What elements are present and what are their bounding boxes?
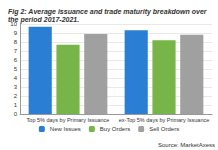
svg-text:Fig 2: Average issuance and tr: Fig 2: Average issuance and trade maturi…	[8, 8, 208, 16]
svg-text:7: 7	[14, 48, 18, 54]
svg-text:ex-Top 5% days by Primary Issu: ex-Top 5% days by Primary Issuance	[119, 117, 209, 123]
svg-text:Sell Orders: Sell Orders	[149, 126, 179, 132]
svg-text:5: 5	[14, 66, 18, 72]
svg-text:the period 2017-2021.: the period 2017-2021.	[8, 16, 79, 24]
svg-text:Source: MarketAxess: Source: MarketAxess	[158, 142, 215, 148]
svg-text:6: 6	[14, 57, 18, 63]
svg-text:4: 4	[14, 75, 18, 81]
svg-text:8: 8	[14, 39, 18, 45]
svg-text:2: 2	[14, 93, 18, 99]
svg-text:New Issues: New Issues	[50, 126, 81, 132]
svg-text:Top 5% days by Primary Issuanc: Top 5% days by Primary Issuance	[27, 117, 110, 123]
svg-text:Buy Orders: Buy Orders	[100, 126, 130, 132]
svg-text:3: 3	[14, 84, 18, 90]
svg-text:1: 1	[14, 102, 18, 108]
svg-text:0: 0	[14, 111, 18, 117]
svg-text:9: 9	[14, 30, 18, 36]
svg-text:10: 10	[10, 21, 17, 27]
